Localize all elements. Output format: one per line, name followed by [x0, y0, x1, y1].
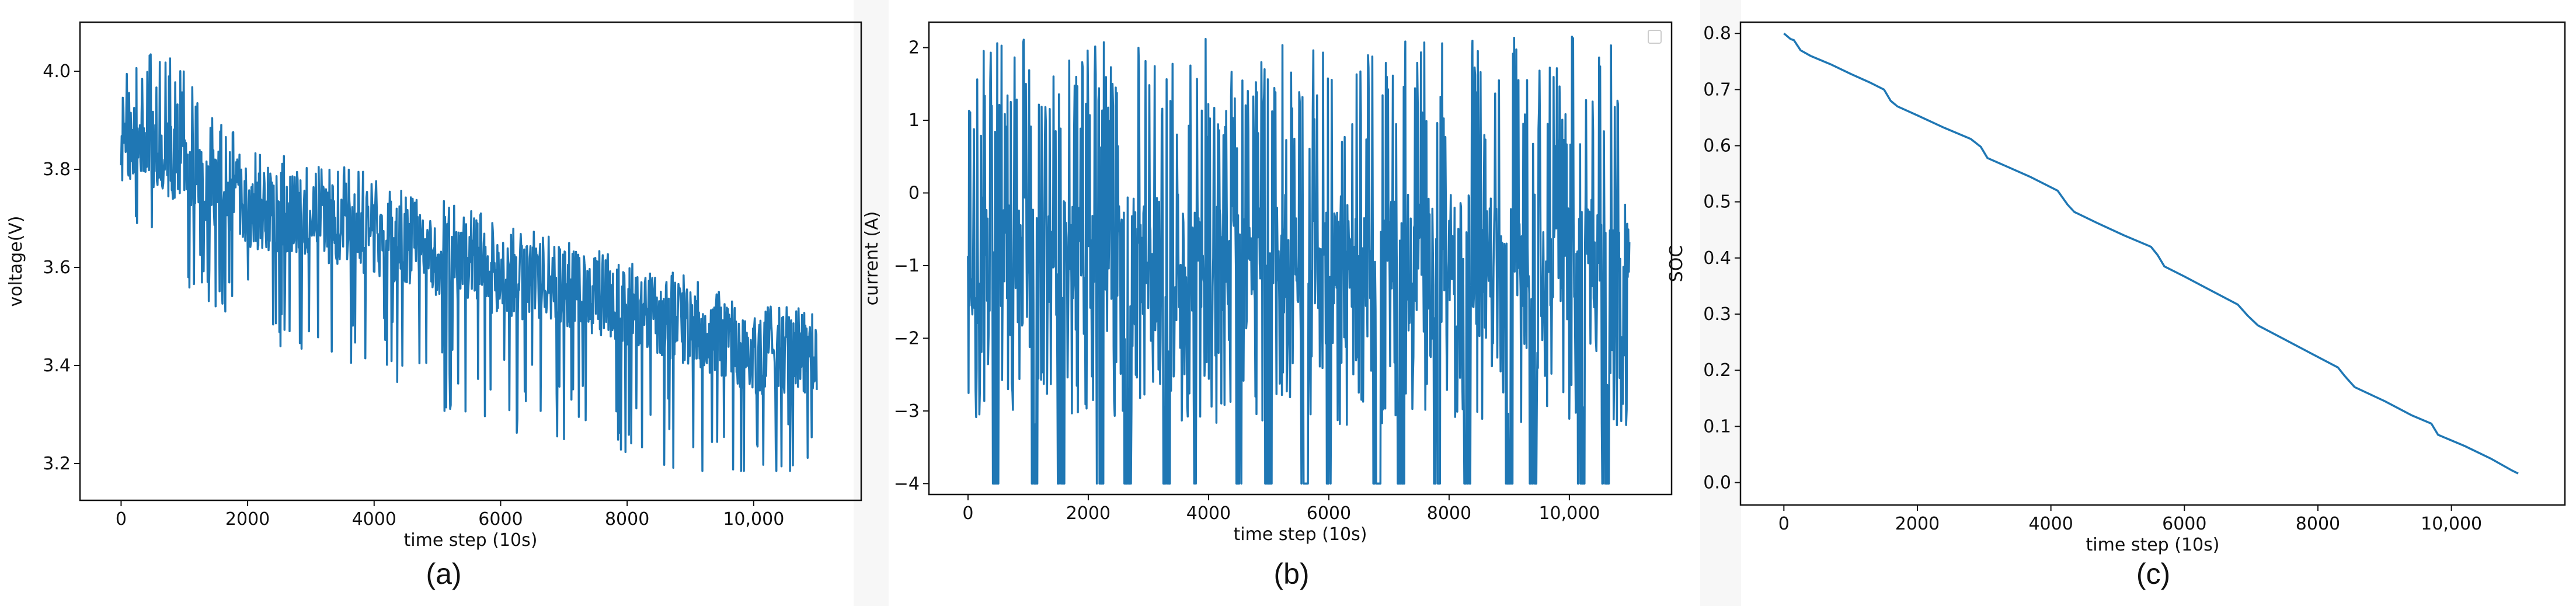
panel-label-a: (a) — [426, 558, 461, 590]
y-tick-label: 3.4 — [43, 356, 71, 376]
y-tick-label: 0.4 — [1703, 248, 1731, 269]
y-tick-label: 0.6 — [1703, 136, 1731, 156]
x-axis-label: time step (10s) — [2086, 535, 2220, 555]
x-tick-label: 10,000 — [723, 509, 784, 530]
y-tick-label: −4 — [894, 473, 920, 494]
y-tick-label: 0.2 — [1703, 360, 1731, 381]
y-axis-label: current (A) — [862, 211, 882, 306]
x-tick-label: 2000 — [225, 509, 270, 530]
y-tick-label: −2 — [894, 328, 920, 349]
x-tick-label: 4000 — [2028, 514, 2073, 534]
panel-label-c: (c) — [2136, 558, 2170, 590]
y-tick-label: 4.0 — [43, 61, 71, 82]
y-tick-label: 1 — [908, 110, 920, 131]
legend-box — [1648, 30, 1662, 44]
x-tick-label: 10,000 — [2421, 514, 2482, 534]
y-axis-label: voltage(V) — [6, 215, 26, 307]
y-tick-label: 0.8 — [1703, 23, 1731, 44]
plot-frame — [1739, 21, 2566, 506]
y-tick-label: 0.0 — [1703, 473, 1731, 493]
x-tick-label: 0 — [1778, 514, 1790, 534]
y-tick-label: −3 — [894, 401, 920, 422]
y-tick-label: 0.7 — [1703, 79, 1731, 100]
series-line — [1783, 32, 2519, 475]
y-axis-label: SOC — [1666, 245, 1687, 283]
y-tick-label: 3.8 — [43, 159, 71, 180]
x-tick-label: 6000 — [478, 509, 523, 530]
panel-gap-left — [854, 0, 889, 606]
y-tick-label: 0 — [908, 183, 920, 203]
y-tick-label: 2 — [908, 38, 920, 58]
x-tick-label: 0 — [116, 509, 127, 530]
y-tick-label: 3.2 — [43, 454, 71, 474]
x-axis-label: time step (10s) — [404, 530, 538, 551]
x-tick-label: 4000 — [1186, 503, 1231, 524]
y-tick-label: 3.6 — [43, 257, 71, 278]
y-tick-label: 0.5 — [1703, 192, 1731, 213]
y-tick-label: 0.1 — [1703, 416, 1731, 437]
x-tick-label: 2000 — [1895, 514, 1940, 534]
y-tick-label: 0.3 — [1703, 304, 1731, 325]
series-line — [120, 53, 818, 472]
x-tick-label: 4000 — [352, 509, 396, 530]
panel-a-voltage-chart: 0 2000 4000 6000 8000 10,000 3.2 3.4 3.6 3.8 4.0 ti… — [6, 21, 862, 551]
series-line — [967, 36, 1631, 485]
x-tick-label: 0 — [962, 503, 973, 524]
x-tick-label: 10,000 — [1538, 503, 1600, 524]
panel-label-b: (b) — [1273, 558, 1309, 590]
plot-frame — [928, 21, 1673, 496]
plot-frame — [79, 21, 862, 501]
x-axis-label: time step (10s) — [1234, 524, 1367, 545]
x-tick-label: 6000 — [2162, 514, 2206, 534]
x-tick-label: 6000 — [1307, 503, 1351, 524]
panel-c-soc-chart: 0 2000 4000 6000 8000 10,000 0.0 0.1 0.2 0.3 0.4 0.… — [1666, 21, 2566, 555]
y-tick-label: −1 — [894, 256, 920, 276]
x-tick-label: 2000 — [1066, 503, 1111, 524]
x-tick-label: 8000 — [1427, 503, 1471, 524]
x-tick-label: 8000 — [2296, 514, 2340, 534]
panel-gap-right — [1700, 0, 1741, 606]
x-tick-label: 8000 — [605, 509, 649, 530]
panel-b-current-chart: 0 2000 4000 6000 8000 10,000 −4 −3 −2 −1 0 1 2 time s… — [862, 21, 1673, 545]
